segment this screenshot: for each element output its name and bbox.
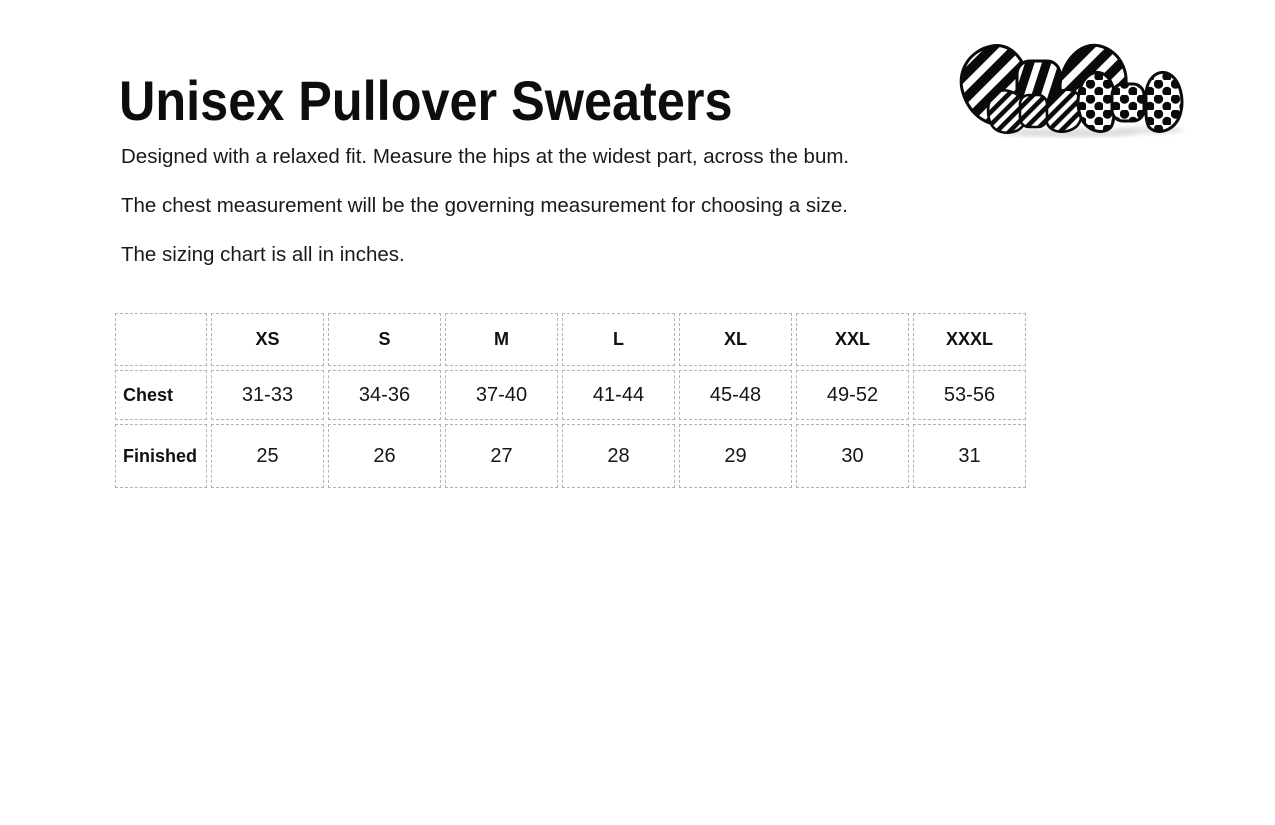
- size-value-cell: 31-33: [211, 370, 324, 420]
- bow-tie-striped-small-icon: [986, 88, 1084, 134]
- size-value-cell: 25: [211, 424, 324, 488]
- description-line: The chest measurement will be the govern…: [121, 194, 848, 217]
- size-value-cell: 29: [679, 424, 792, 488]
- size-value-cell: 49-52: [796, 370, 909, 420]
- size-value-cell: 41-44: [562, 370, 675, 420]
- table-row: Chest 31-33 34-36 37-40 41-44 45-48 49-52 53-56: [115, 370, 1026, 420]
- corner-cell: [115, 313, 207, 366]
- description-line: The sizing chart is all in inches.: [121, 243, 405, 266]
- column-header-xs: XS: [211, 313, 324, 366]
- column-header-xxxl: XXXL: [913, 313, 1026, 366]
- description-line: Designed with a relaxed fit. Measure the…: [121, 145, 850, 168]
- size-value-cell: 27: [445, 424, 558, 488]
- row-label-finished: Finished: [115, 424, 207, 488]
- size-value-cell: 31: [913, 424, 1026, 488]
- size-value-cell: 28: [562, 424, 675, 488]
- size-value-cell: 26: [328, 424, 441, 488]
- column-header-xl: XL: [679, 313, 792, 366]
- size-value-cell: 45-48: [679, 370, 792, 420]
- page-title: Unisex Pullover Sweaters: [119, 69, 733, 132]
- table-header-row: XS S M L XL XXL XXXL: [115, 313, 1026, 366]
- column-header-xxl: XXL: [796, 313, 909, 366]
- size-value-cell: 34-36: [328, 370, 441, 420]
- bow-ties-logo: [959, 43, 1184, 138]
- table-row: Finished 25 26 27 28 29 30 31: [115, 424, 1026, 488]
- column-header-m: M: [445, 313, 558, 366]
- column-header-s: S: [328, 313, 441, 366]
- size-value-cell: 30: [796, 424, 909, 488]
- row-label-chest: Chest: [115, 370, 207, 420]
- size-value-cell: 53-56: [913, 370, 1026, 420]
- size-chart-table: XS S M L XL XXL XXXL Chest 31-33 34-36 37-40 41-44 4…: [111, 309, 1030, 492]
- column-header-l: L: [562, 313, 675, 366]
- size-value-cell: 37-40: [445, 370, 558, 420]
- bow-tie-polka-dot-icon: [1076, 71, 1184, 133]
